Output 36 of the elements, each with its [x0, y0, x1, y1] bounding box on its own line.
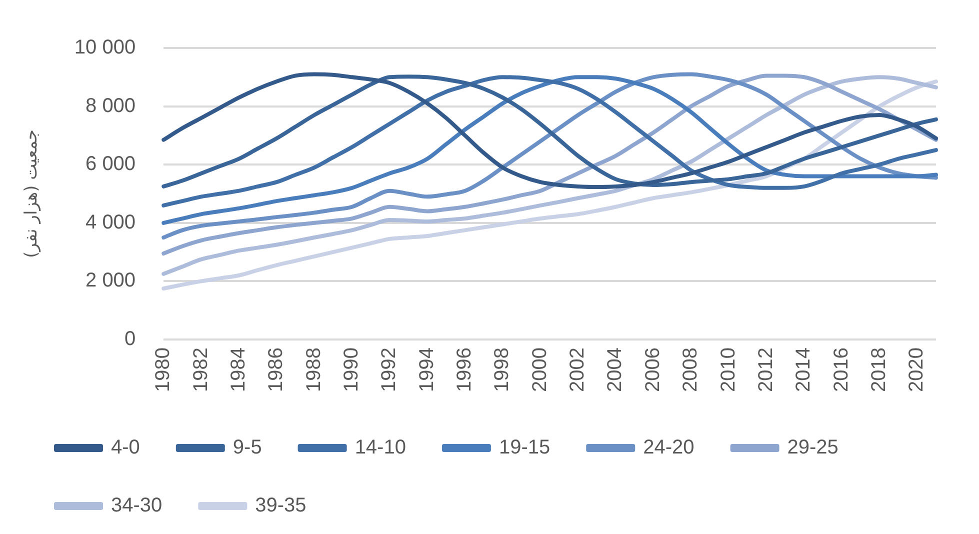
x-tick-label: 1982 [190, 348, 212, 392]
x-tick-label: 1984 [227, 348, 250, 392]
y-tick-label: 8 000 [86, 94, 136, 117]
legend-label: 19-15 [498, 436, 550, 459]
x-tick-label: 2008 [680, 348, 702, 392]
x-tick-label: 1980 [152, 348, 174, 392]
y-tick-label: 6 000 [86, 153, 136, 176]
legend-label: 24-20 [643, 436, 694, 459]
x-tick-label: 1996 [454, 348, 476, 392]
legend-label: 34-30 [111, 494, 162, 517]
x-tick-label: 2020 [906, 348, 928, 392]
x-tick-label: 2002 [566, 348, 589, 392]
legend-label: 29-25 [787, 436, 838, 459]
y-tick-label: 0 [124, 328, 136, 350]
x-tick-label: 1998 [491, 348, 514, 392]
x-tick-label: 2012 [754, 348, 777, 392]
x-tick-label: 2014 [792, 348, 815, 392]
legend-label: 39-35 [255, 494, 306, 517]
x-tick-label: 1986 [265, 348, 288, 392]
y-tick-label: 2 000 [86, 270, 136, 292]
x-tick-label: 1990 [340, 348, 362, 392]
y-axis-title: جمعیت (هزار نفر) [22, 130, 42, 258]
y-tick-label: 10 000 [74, 36, 136, 59]
x-tick-label: 2010 [717, 348, 740, 392]
x-tick-label: 2000 [528, 348, 551, 392]
x-tick-label: 2016 [830, 348, 852, 392]
x-tick-label: 1988 [302, 348, 325, 392]
x-tick-label: 2006 [642, 348, 664, 392]
x-tick-label: 1994 [416, 348, 438, 392]
x-tick-label: 2004 [604, 348, 626, 392]
y-tick-label: 4 000 [86, 211, 136, 234]
legend-label: 4-0 [111, 436, 140, 459]
legend-label: 14-10 [354, 436, 406, 459]
legend-label: 9-5 [232, 436, 262, 459]
x-tick-label: 2018 [868, 348, 890, 392]
x-tick-label: 1992 [378, 348, 400, 392]
